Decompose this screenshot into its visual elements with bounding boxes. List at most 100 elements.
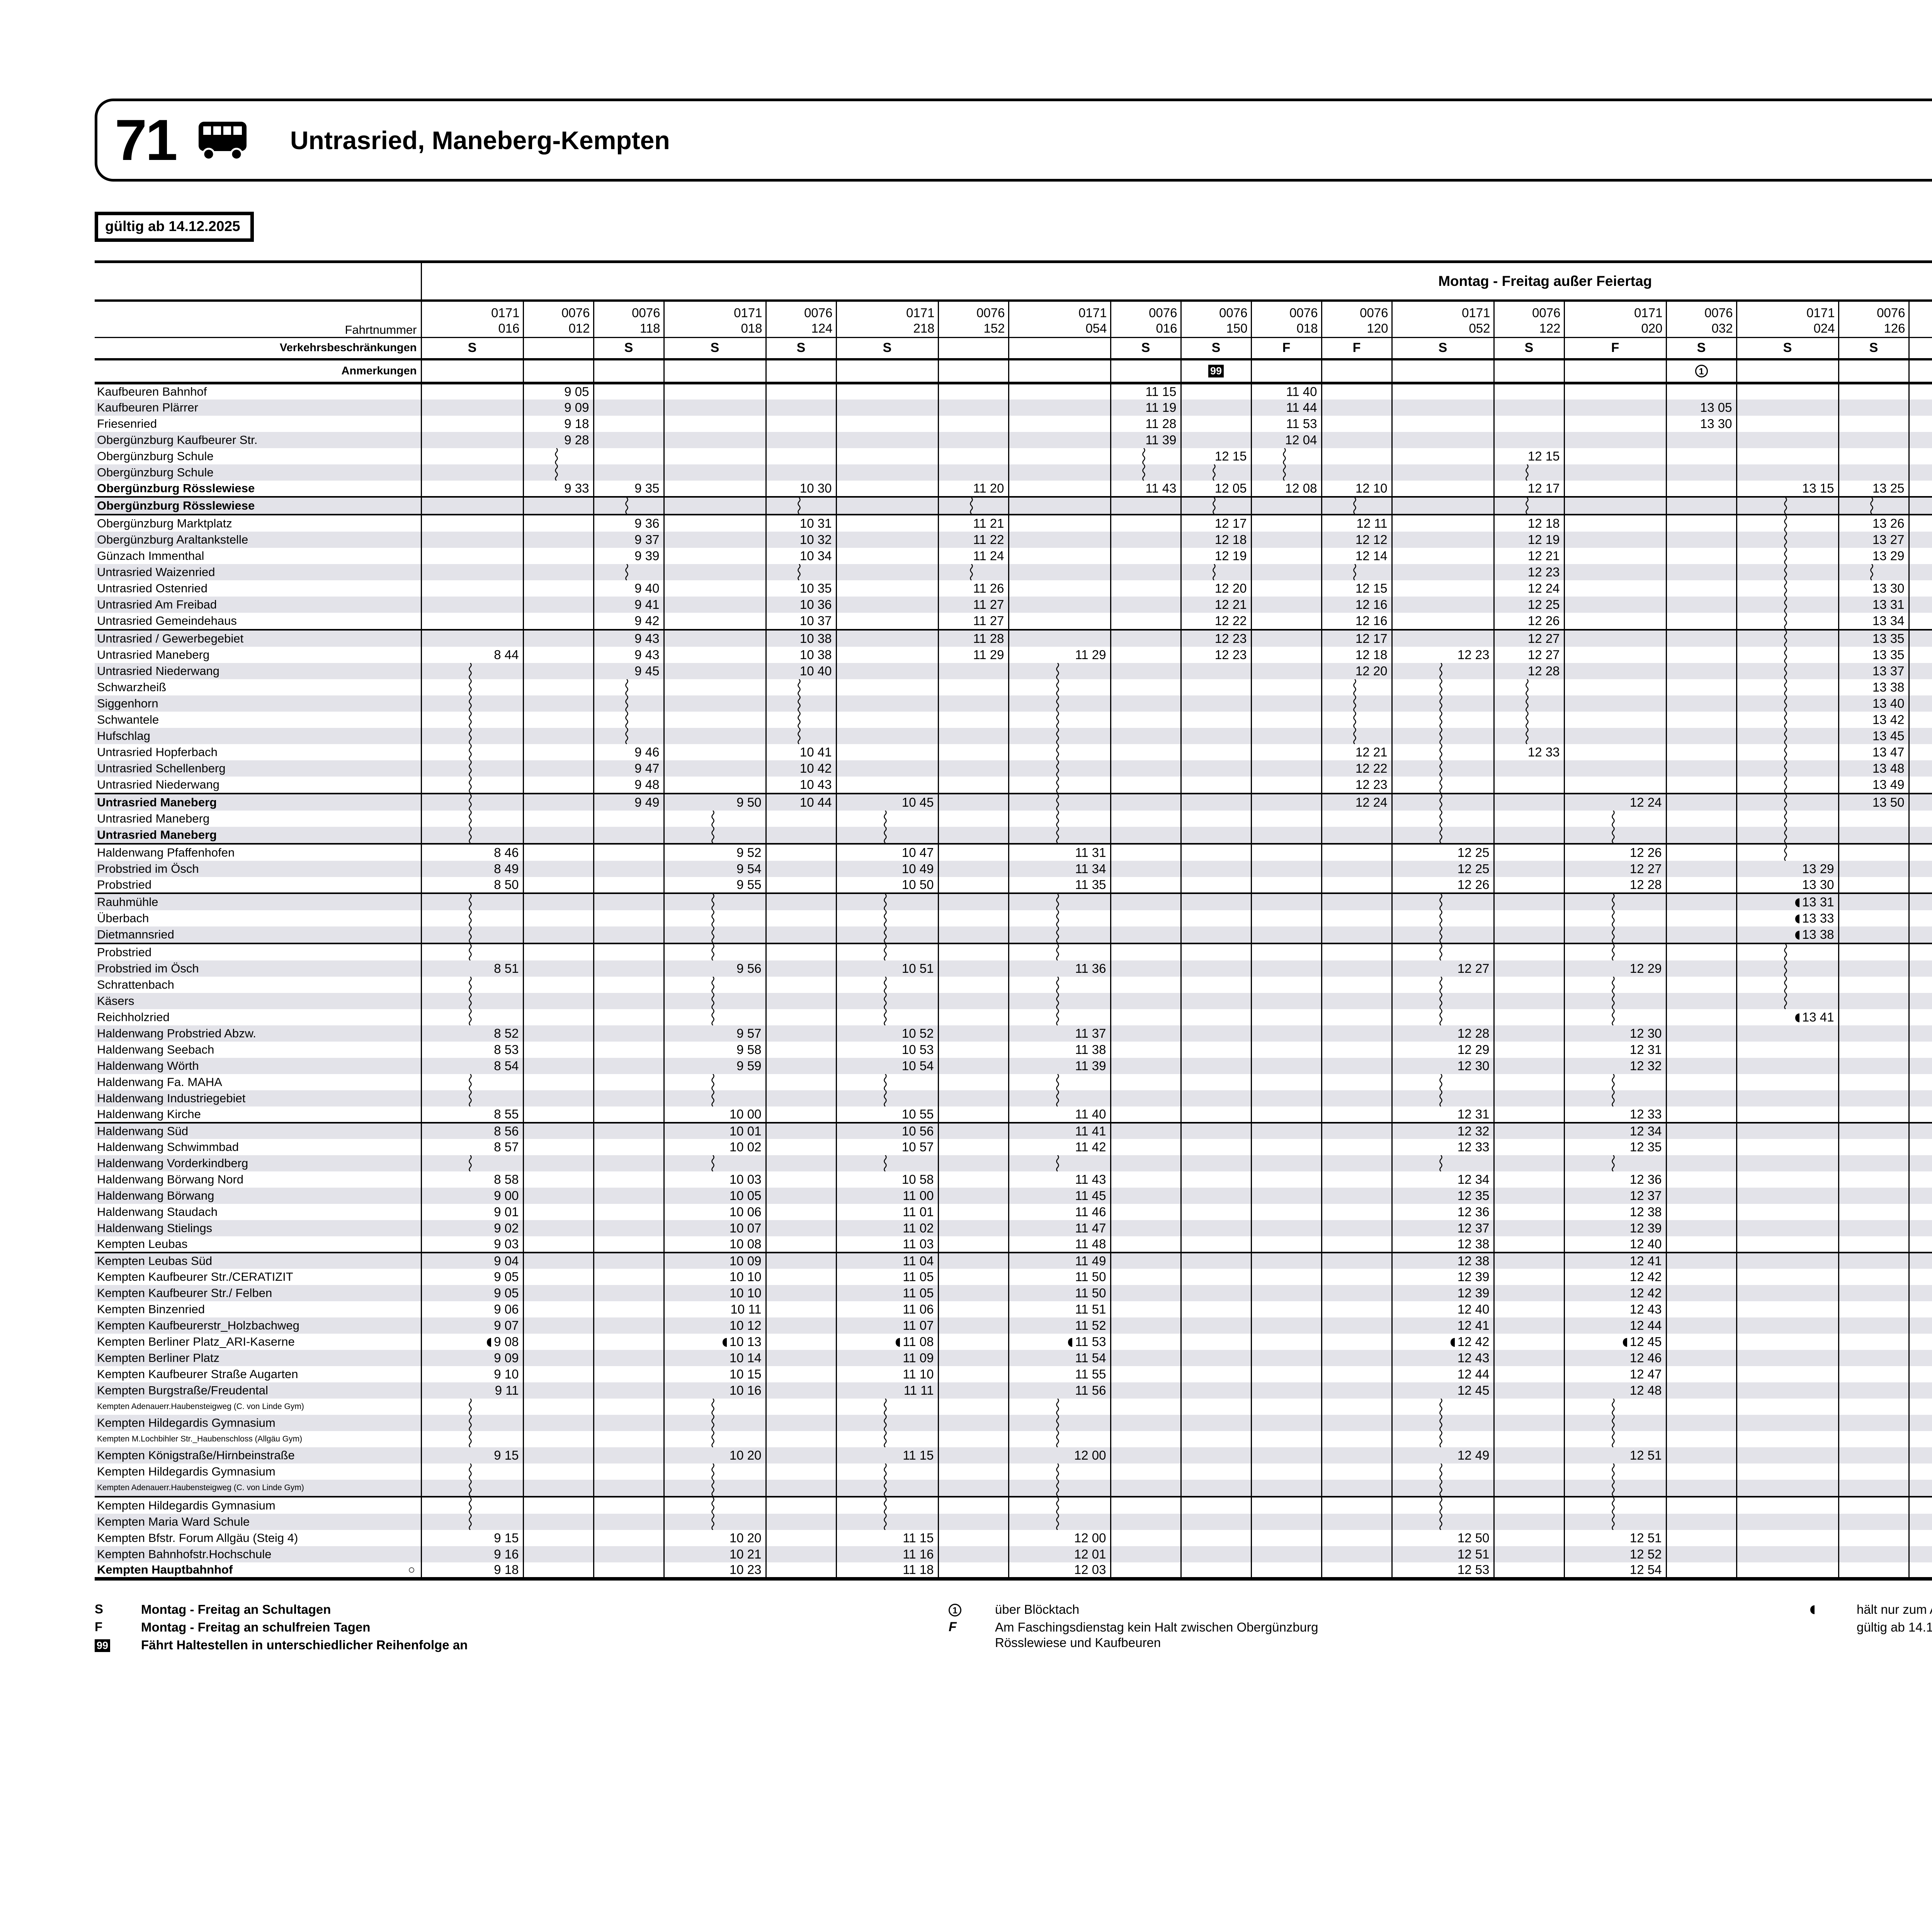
stop-name: Kempten Berliner Platz bbox=[95, 1350, 422, 1366]
time-cell bbox=[1665, 1155, 1736, 1171]
time-cell bbox=[593, 1398, 664, 1415]
time-cell bbox=[522, 1106, 594, 1123]
time-cell bbox=[1250, 760, 1321, 777]
pass-through-wavy-line bbox=[1439, 1398, 1442, 1415]
annotation-cell bbox=[1391, 359, 1494, 384]
time-cell bbox=[765, 1414, 836, 1431]
time-cell bbox=[765, 496, 836, 515]
time-cell bbox=[1321, 432, 1392, 448]
time-cell bbox=[765, 1398, 836, 1415]
time-cell bbox=[593, 1041, 664, 1058]
pass-through-wavy-line bbox=[1439, 744, 1442, 760]
time-cell bbox=[593, 695, 664, 712]
exit-only-icon bbox=[487, 1338, 492, 1347]
time-cell: 11 54 bbox=[1008, 1350, 1111, 1366]
time-cell bbox=[937, 564, 1009, 580]
time-cell bbox=[1736, 826, 1838, 844]
time-cell bbox=[522, 629, 594, 647]
time-cell: 11 27 bbox=[937, 612, 1009, 630]
time-cell bbox=[663, 496, 766, 515]
time-cell bbox=[1665, 1009, 1736, 1025]
pass-through-wavy-line bbox=[1612, 926, 1615, 943]
time-cell bbox=[1250, 1139, 1321, 1155]
legend-item: 99 Fährt Haltestellen in unterschiedliche… bbox=[95, 1637, 468, 1653]
time-cell bbox=[1908, 711, 1932, 728]
stop-row: Haldenwang Börwang Nord 8 58 10 03 10 58 11 … bbox=[95, 1171, 1932, 1188]
time-cell: 11 11 bbox=[835, 1382, 938, 1399]
time-cell bbox=[1250, 1350, 1321, 1366]
time-cell bbox=[420, 531, 523, 548]
time-cell bbox=[1736, 711, 1838, 728]
restriction-cell bbox=[1008, 337, 1111, 360]
stop-name: Schwarzheiß bbox=[95, 679, 422, 695]
time-cell bbox=[522, 1009, 594, 1025]
time-cell: 12 28 bbox=[1493, 663, 1564, 679]
annotation-cell bbox=[1838, 359, 1909, 384]
time-cell bbox=[1736, 399, 1838, 416]
time-cell bbox=[1391, 448, 1494, 464]
annotation-cell bbox=[1908, 359, 1932, 384]
time-cell bbox=[1493, 776, 1564, 794]
time-cell: 10 38 bbox=[765, 629, 836, 647]
pass-through-wavy-line bbox=[1870, 498, 1873, 514]
time-cell bbox=[1665, 695, 1736, 712]
time-cell bbox=[593, 1414, 664, 1431]
time-cell: 11 46 bbox=[1008, 1203, 1111, 1220]
time-cell bbox=[593, 1431, 664, 1447]
time-cell bbox=[593, 1562, 664, 1579]
time-cell bbox=[765, 1139, 836, 1155]
time-cell bbox=[835, 1463, 938, 1480]
time-cell bbox=[1250, 1285, 1321, 1301]
time-cell: 10 52 bbox=[835, 1025, 938, 1042]
time-cell bbox=[1321, 1382, 1392, 1399]
stop-name: Kempten Maria Ward Schule bbox=[95, 1513, 422, 1530]
time-cell bbox=[1110, 993, 1181, 1009]
time-cell: 12 26 bbox=[1493, 612, 1564, 630]
time-cell bbox=[663, 1463, 766, 1480]
time-cell bbox=[1736, 646, 1838, 663]
time-cell bbox=[765, 1220, 836, 1236]
annotation-cell bbox=[1110, 359, 1181, 384]
time-cell bbox=[1838, 1447, 1909, 1463]
time-cell bbox=[1665, 1463, 1736, 1480]
time-cell bbox=[420, 496, 523, 515]
time-cell bbox=[522, 1155, 594, 1171]
pass-through-wavy-line bbox=[1142, 448, 1145, 464]
time-cell bbox=[1110, 942, 1181, 960]
time-cell bbox=[1736, 464, 1838, 481]
time-cell: 12 18 bbox=[1180, 531, 1251, 548]
time-cell: 12 23 bbox=[1180, 646, 1251, 663]
time-cell bbox=[1391, 942, 1494, 960]
time-cell bbox=[835, 1090, 938, 1107]
time-cell: 11 35 bbox=[1008, 877, 1111, 893]
time-cell bbox=[593, 727, 664, 744]
pass-through-wavy-line bbox=[469, 1463, 472, 1480]
time-cell bbox=[522, 547, 594, 564]
time-cell bbox=[1838, 1530, 1909, 1546]
time-cell bbox=[765, 1431, 836, 1447]
time-cell bbox=[1838, 1220, 1909, 1236]
time-cell bbox=[1321, 1236, 1392, 1253]
time-cell: 10 20 bbox=[663, 1530, 766, 1546]
time-cell: 10 10 bbox=[663, 1268, 766, 1285]
stop-name: Probstried im Ösch bbox=[95, 960, 422, 977]
pass-through-wavy-line bbox=[1784, 993, 1787, 1009]
time-cell bbox=[1321, 877, 1392, 893]
time-cell bbox=[420, 383, 523, 399]
time-cell bbox=[937, 695, 1009, 712]
stop-name: Obergünzburg Marktplatz bbox=[95, 513, 422, 532]
time-cell bbox=[1665, 383, 1736, 399]
time-cell bbox=[937, 1546, 1009, 1562]
time-cell bbox=[835, 976, 938, 993]
time-cell bbox=[937, 1530, 1009, 1546]
time-cell: 10 41 bbox=[765, 744, 836, 760]
pass-through-wavy-line bbox=[469, 679, 472, 695]
time-cell bbox=[1493, 826, 1564, 844]
time-cell bbox=[1250, 1431, 1321, 1447]
pass-through-wavy-line bbox=[884, 1463, 887, 1480]
time-cell bbox=[1008, 792, 1111, 811]
time-cell: 12 04 bbox=[1250, 432, 1321, 448]
time-cell: 13 42 bbox=[1838, 711, 1909, 728]
time-cell bbox=[1838, 1268, 1909, 1285]
